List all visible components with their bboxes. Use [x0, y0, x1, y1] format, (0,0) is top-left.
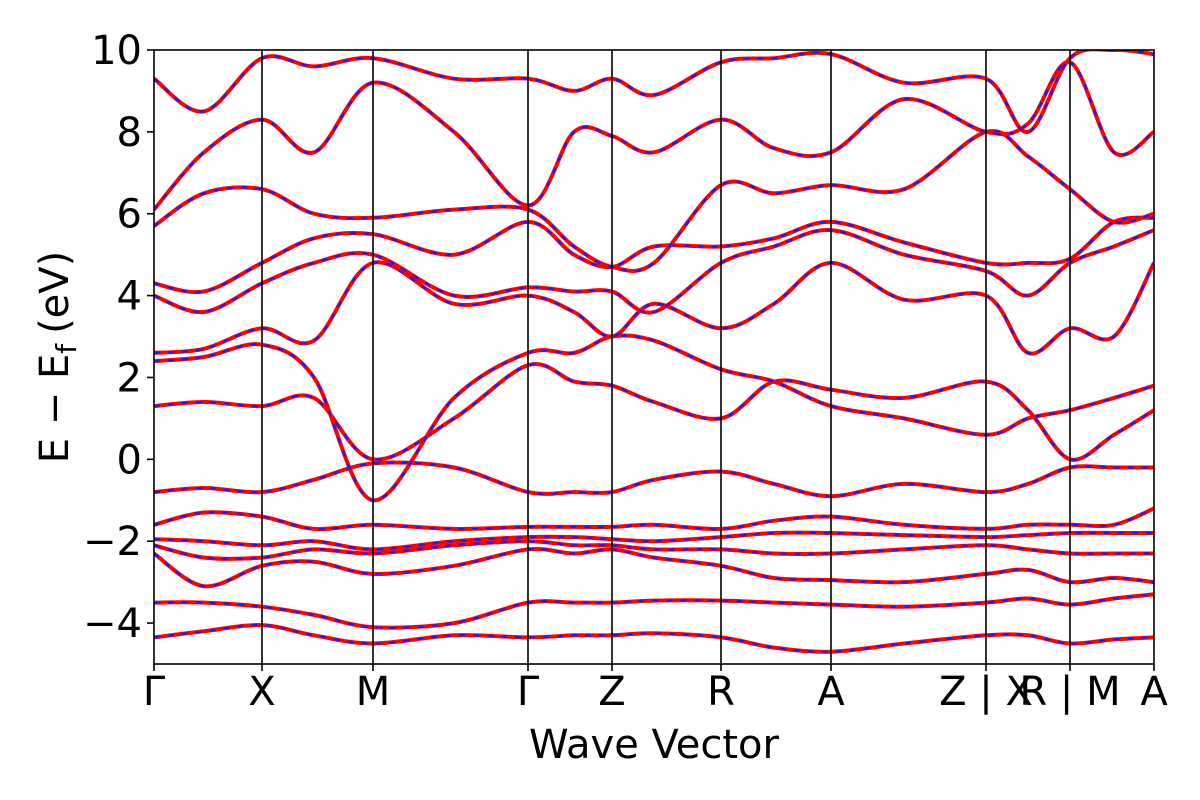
- band-11-dashed: [154, 228, 1154, 314]
- band-10-dashed: [154, 261, 1154, 355]
- x-tick-label-4: Γ: [517, 669, 540, 715]
- band-14-dashed: [154, 61, 1154, 211]
- x-tick-label-7: A: [817, 669, 845, 715]
- y-axis-label-subscript: f: [50, 343, 83, 354]
- band-14-solid: [154, 60, 1154, 211]
- x-tick-label-10: A: [1140, 669, 1168, 715]
- plot-frame: [153, 49, 1155, 665]
- band-2-solid: [154, 592, 1154, 630]
- band-1-solid: [154, 623, 1154, 654]
- band-10: [154, 260, 1154, 356]
- y-axis-label-main: E − E: [32, 354, 78, 464]
- y-axis-label-unit: (eV): [32, 251, 78, 334]
- y-tick-label-5: 2: [117, 355, 142, 401]
- band-8-dashed: [154, 362, 1154, 461]
- band-7: [154, 460, 1154, 499]
- band-11: [154, 228, 1154, 315]
- band-9-dashed: [154, 334, 1154, 502]
- band-15-dashed: [154, 50, 1154, 134]
- band-2: [154, 592, 1154, 630]
- y-tick-label-6: 0: [117, 437, 142, 483]
- x-tick-label-9: R | M: [1019, 669, 1120, 715]
- band-4: [154, 539, 1154, 561]
- band-1-dashed: [154, 623, 1154, 653]
- band-12-dashed: [154, 216, 1154, 294]
- y-axis-label: E − Ef (eV): [32, 251, 83, 464]
- y-tick-label-8: −4: [83, 601, 142, 647]
- band-2-dashed: [154, 593, 1154, 629]
- band-15-solid: [154, 50, 1154, 134]
- x-axis-label: Wave Vector: [529, 722, 780, 768]
- band-3: [154, 546, 1154, 589]
- band-7-solid: [154, 460, 1154, 499]
- y-axis-ticks: 10 8 6 4 2 0 −2 −4: [83, 28, 154, 647]
- x-axis-ticks: Γ X M Γ Z R A Z | XR | M A: [143, 664, 1168, 715]
- x-tick-label-3: M: [356, 669, 391, 715]
- y-tick-label-7: −2: [83, 519, 142, 565]
- x-tick-label-8: Z | X: [939, 669, 1033, 715]
- band-6: [154, 506, 1154, 532]
- band-1: [154, 623, 1154, 654]
- band-12: [154, 215, 1154, 295]
- y-tick-label-1: 10: [91, 28, 142, 74]
- band-3-solid: [154, 546, 1154, 589]
- band-5-solid: [154, 530, 1154, 552]
- band-15: [154, 50, 1154, 134]
- band-4-solid: [154, 539, 1154, 561]
- y-tick-label-2: 8: [117, 110, 142, 156]
- x-tick-label-5: Z: [598, 669, 625, 715]
- band-5: [154, 530, 1154, 552]
- band-14: [154, 60, 1154, 211]
- x-tick-label-2: X: [248, 669, 275, 715]
- band-8: [154, 361, 1154, 462]
- y-tick-label-4: 4: [117, 274, 142, 320]
- x-tick-label-6: R: [707, 669, 735, 715]
- band-8-solid: [154, 361, 1154, 462]
- band-9-solid: [154, 333, 1154, 503]
- k-point-lines: [261, 50, 1071, 664]
- band-13: [154, 128, 1154, 274]
- y-tick-label-3: 6: [117, 192, 142, 238]
- band-6-solid: [154, 506, 1154, 532]
- x-tick-label-1: Γ: [143, 669, 166, 715]
- band-3-dashed: [154, 547, 1154, 588]
- band-9: [154, 333, 1154, 503]
- bands-layer: [154, 50, 1154, 654]
- band-13-dashed: [154, 129, 1154, 273]
